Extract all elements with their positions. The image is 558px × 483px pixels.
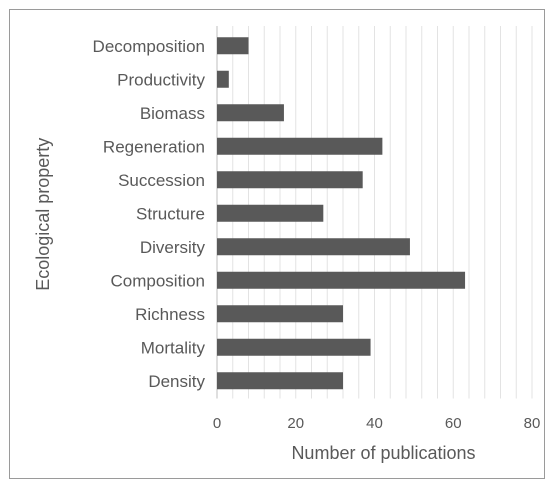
- category-label-succession: Succession: [118, 171, 205, 190]
- x-axis-title: Number of publications: [291, 443, 475, 463]
- bar-diversity: [217, 238, 410, 256]
- bar-productivity: [217, 70, 229, 88]
- category-label-diversity: Diversity: [140, 238, 206, 257]
- bar-composition: [217, 271, 466, 289]
- category-label-productivity: Productivity: [117, 70, 205, 89]
- category-label-regeneration: Regeneration: [103, 137, 205, 156]
- category-labels: Decomposition Productivity Biomass Regenera…: [93, 37, 206, 391]
- x-tick-label: 60: [445, 415, 462, 432]
- category-label-structure: Structure: [136, 204, 205, 223]
- bar-richness: [217, 305, 343, 323]
- bar-structure: [217, 204, 324, 222]
- x-tick-label: 80: [524, 415, 541, 432]
- category-label-biomass: Biomass: [140, 104, 205, 123]
- bar-regeneration: [217, 137, 383, 155]
- x-tick-label: 40: [366, 415, 383, 432]
- category-label-decomposition: Decomposition: [93, 37, 205, 56]
- gridlines: [216, 26, 533, 399]
- bar-biomass: [217, 104, 284, 122]
- x-tick-label: 20: [287, 415, 304, 432]
- x-tick-label: 0: [213, 415, 221, 432]
- category-label-density: Density: [148, 372, 205, 391]
- category-label-mortality: Mortality: [141, 338, 206, 357]
- bar-decomposition: [217, 37, 249, 55]
- y-axis-title: Ecological property: [33, 138, 53, 291]
- bars: [217, 37, 466, 390]
- bar-mortality: [217, 338, 371, 356]
- bar-succession: [217, 171, 363, 189]
- category-label-richness: Richness: [135, 305, 205, 324]
- x-tick-labels: 0 20 40 60 80: [213, 415, 541, 432]
- bar-density: [217, 372, 343, 390]
- category-label-composition: Composition: [111, 271, 206, 290]
